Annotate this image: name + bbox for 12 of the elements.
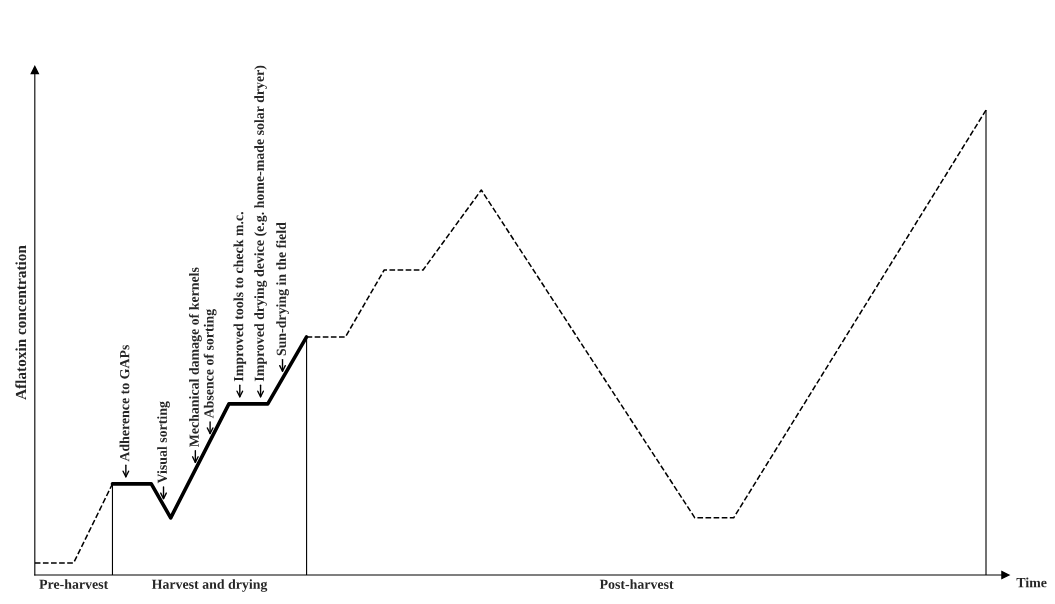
annotation: Improved drying device (e.g. home-made solar dryer) [254, 65, 267, 382]
annotation: Adherence to GAPs [119, 344, 130, 462]
annotation: Improved tools to check m.c. [233, 212, 247, 382]
annotation: Sun-drying in the field [276, 222, 289, 356]
y-axis-title: Aflatoxin concentration [15, 245, 27, 400]
annotation: Visual sorting [157, 401, 170, 484]
x-tick-label: Harvest and drying [151, 579, 268, 592]
annotation: Absence of sorting [203, 308, 217, 419]
annotation: Mechanical damage of kernels [188, 267, 202, 447]
x-tick-label: Post-harvest [599, 579, 674, 589]
x-axis-title: Time [1016, 577, 1047, 588]
x-tick-label: Pre-harvest [39, 579, 109, 589]
